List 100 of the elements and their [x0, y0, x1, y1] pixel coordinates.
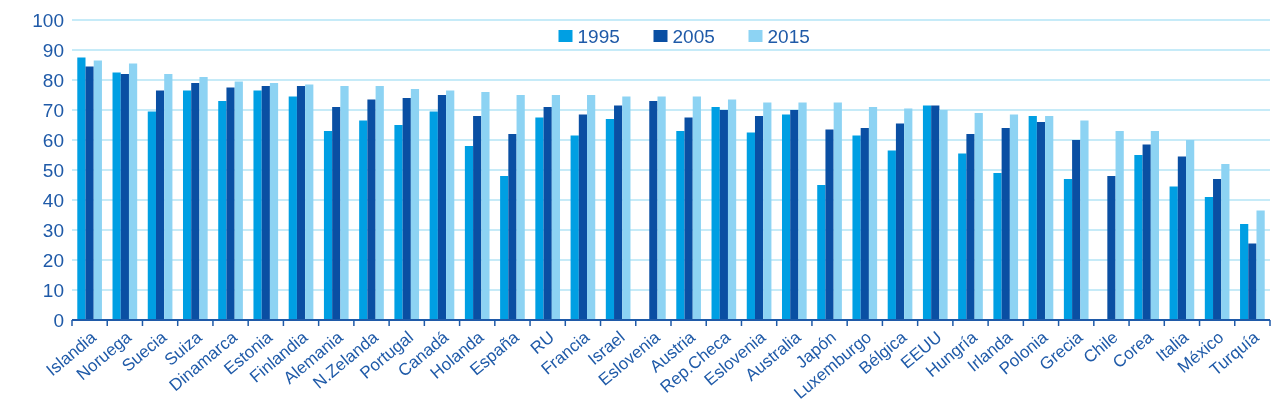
bar: [852, 135, 861, 320]
bar: [1115, 131, 1124, 320]
legend-label: 2005: [672, 25, 715, 47]
bar: [763, 102, 772, 320]
bar: [833, 102, 842, 320]
bar: [269, 83, 279, 320]
bar: [605, 119, 615, 320]
bar: [887, 150, 896, 320]
bar: [1177, 156, 1187, 320]
y-tick-label: 60: [42, 129, 64, 151]
bar: [684, 117, 693, 320]
bar: [473, 116, 482, 320]
bar: [218, 101, 227, 320]
bar: [375, 86, 384, 320]
bar: [1169, 186, 1178, 320]
bar: [164, 74, 173, 320]
bar: [817, 185, 826, 320]
legend-label: 2015: [767, 25, 810, 47]
bar: [860, 128, 869, 320]
bar: [112, 72, 121, 320]
y-tick-label: 10: [42, 279, 64, 301]
bar: [332, 107, 341, 320]
bar: [1134, 155, 1143, 320]
y-tick-label: 100: [32, 9, 64, 31]
y-tick-label: 70: [42, 99, 64, 121]
y-tick-label: 80: [42, 69, 64, 91]
bar: [727, 99, 737, 320]
bar: [622, 96, 631, 320]
bar: [85, 66, 94, 320]
bar: [253, 90, 262, 320]
bar: [305, 84, 314, 320]
bar: [1001, 128, 1010, 320]
bar: [410, 89, 420, 320]
bar: [147, 111, 156, 320]
bar: [1240, 224, 1249, 320]
bar: [922, 105, 932, 320]
bar: [798, 102, 807, 320]
bar: [261, 86, 270, 320]
bar: [676, 131, 685, 320]
bar: [746, 132, 755, 320]
y-tick-label: 40: [42, 189, 64, 211]
bar: [199, 77, 208, 320]
bar: [993, 173, 1002, 320]
bar: [966, 134, 975, 320]
bar: [93, 60, 102, 320]
bar: [868, 107, 878, 320]
bar: [904, 108, 913, 320]
bar: [895, 123, 905, 320]
bar: [402, 98, 411, 320]
bar: [1045, 116, 1054, 320]
bar: [508, 134, 517, 320]
bar: [1204, 197, 1214, 320]
bar: [781, 114, 791, 320]
bar: [578, 114, 588, 320]
bar: [1009, 114, 1019, 320]
bar: [719, 110, 728, 320]
bar: [1221, 164, 1230, 320]
bar: [1213, 179, 1222, 320]
bar: [825, 129, 834, 320]
bar: [1248, 243, 1257, 320]
bar: [77, 57, 86, 320]
bar: [1080, 120, 1089, 320]
bar: [437, 95, 447, 320]
bar: [226, 87, 235, 320]
bar: [359, 120, 368, 320]
bar: [543, 107, 552, 320]
bar: [429, 111, 438, 320]
bar: [1150, 131, 1160, 320]
bar: [340, 86, 349, 320]
bar: [570, 135, 579, 320]
bar: [551, 95, 561, 320]
y-tick-label: 90: [42, 39, 64, 61]
bar: [939, 110, 948, 320]
bar: [128, 63, 138, 320]
bar: [288, 96, 297, 320]
bar: [1186, 140, 1195, 320]
bar: [1107, 176, 1116, 320]
bar: [1028, 116, 1037, 320]
bar: [958, 153, 967, 320]
bar: [234, 81, 243, 320]
bar: [155, 90, 165, 320]
bar: [692, 96, 701, 320]
bar: [516, 95, 525, 320]
bar: [323, 131, 333, 320]
bar: [931, 105, 940, 320]
bar: [649, 101, 658, 320]
bar: [1063, 179, 1073, 320]
bar: [1142, 144, 1151, 320]
bar: [1256, 210, 1265, 320]
y-tick-label: 50: [42, 159, 64, 181]
bar: [657, 96, 666, 320]
bar: [464, 146, 474, 320]
bar: [191, 83, 200, 320]
bar: [754, 116, 764, 320]
bar: [367, 99, 376, 320]
bar: [790, 110, 799, 320]
bar: [296, 86, 306, 320]
y-tick-label: 0: [53, 309, 64, 331]
y-tick-label: 30: [42, 219, 64, 241]
bar: [500, 176, 509, 320]
